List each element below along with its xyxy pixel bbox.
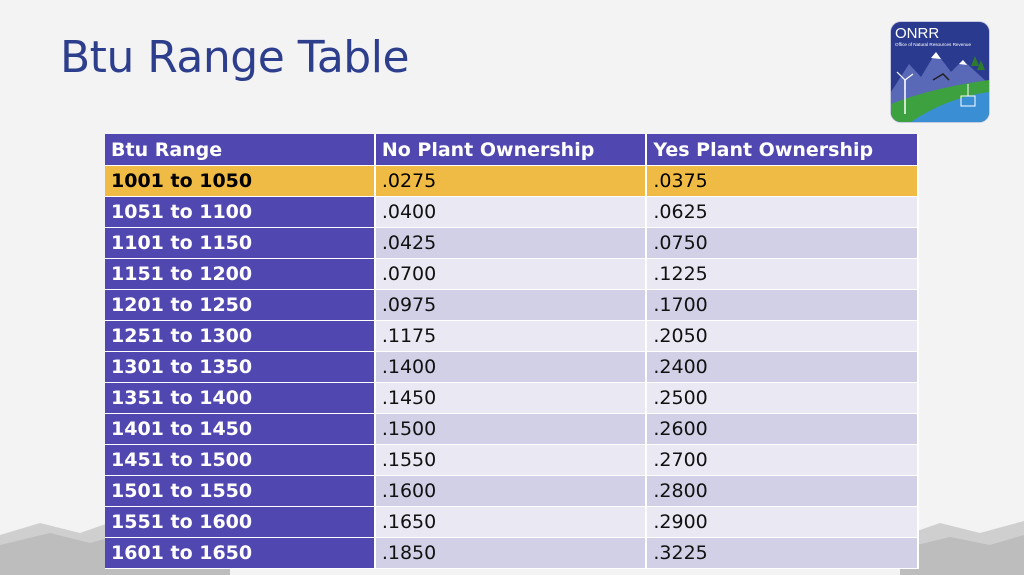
no-plant-value: .0400 <box>374 196 648 228</box>
btu-range-cell: 1101 to 1150 <box>105 227 376 259</box>
yes-plant-value: .3225 <box>646 537 919 569</box>
no-plant-value: .0700 <box>374 258 648 290</box>
no-plant-value: .1850 <box>374 537 648 569</box>
table-row: 1201 to 1250 .0975 .1700 <box>105 289 919 321</box>
header-no-plant-ownership: No Plant Ownership <box>374 134 648 166</box>
table-row: 1251 to 1300 .1175 .2050 <box>105 320 919 352</box>
yes-plant-value: .2400 <box>646 351 919 383</box>
logo-title: ONRR <box>895 25 940 42</box>
table-row: 1551 to 1600 .1650 .2900 <box>105 506 919 538</box>
yes-plant-value: .0375 <box>646 165 919 197</box>
table-row: 1351 to 1400 .1450 .2500 <box>105 382 919 414</box>
table-row: 1401 to 1450 .1500 .2600 <box>105 413 919 445</box>
header-yes-plant-ownership: Yes Plant Ownership <box>646 134 919 166</box>
btu-range-cell: 1201 to 1250 <box>105 289 376 321</box>
table-row: 1101 to 1150 .0425 .0750 <box>105 227 919 259</box>
table-row: 1451 to 1500 .1550 .2700 <box>105 444 919 476</box>
table-row: 1601 to 1650 .1850 .3225 <box>105 537 919 569</box>
no-plant-value: .1550 <box>374 444 648 476</box>
btu-range-cell: 1551 to 1600 <box>105 506 376 538</box>
yes-plant-value: .2800 <box>646 475 919 507</box>
table-row: 1151 to 1200 .0700 .1225 <box>105 258 919 290</box>
no-plant-value: .1650 <box>374 506 648 538</box>
yes-plant-value: .0625 <box>646 196 919 228</box>
btu-range-cell: 1501 to 1550 <box>105 475 376 507</box>
btu-range-cell: 1401 to 1450 <box>105 413 376 445</box>
table-row: 1301 to 1350 .1400 .2400 <box>105 351 919 383</box>
btu-range-cell: 1451 to 1500 <box>105 444 376 476</box>
btu-range-cell: 1351 to 1400 <box>105 382 376 414</box>
no-plant-value: .1175 <box>374 320 648 352</box>
yes-plant-value: .0750 <box>646 227 919 259</box>
page-title: Btu Range Table <box>60 32 410 83</box>
yes-plant-value: .2700 <box>646 444 919 476</box>
btu-range-cell: 1601 to 1650 <box>105 537 376 569</box>
no-plant-value: .0975 <box>374 289 648 321</box>
no-plant-value: .0275 <box>374 165 648 197</box>
btu-range-cell: 1151 to 1200 <box>105 258 376 290</box>
no-plant-value: .0425 <box>374 227 648 259</box>
yes-plant-value: .2050 <box>646 320 919 352</box>
no-plant-value: .1450 <box>374 382 648 414</box>
onrr-logo: ONRR Office of Natural Resources Revenue <box>891 22 989 122</box>
table-row: 1051 to 1100 .0400 .0625 <box>105 196 919 228</box>
yes-plant-value: .2900 <box>646 506 919 538</box>
logo-subtitle: Office of Natural Resources Revenue <box>895 42 972 47</box>
no-plant-value: .1500 <box>374 413 648 445</box>
yes-plant-value: .1700 <box>646 289 919 321</box>
yes-plant-value: .2600 <box>646 413 919 445</box>
no-plant-value: .1400 <box>374 351 648 383</box>
table-row: 1001 to 1050 .0275 .0375 <box>105 165 919 197</box>
table-row: 1501 to 1550 .1600 .2800 <box>105 475 919 507</box>
header-btu-range: Btu Range <box>105 134 376 166</box>
no-plant-value: .1600 <box>374 475 648 507</box>
btu-range-cell: 1251 to 1300 <box>105 320 376 352</box>
logo-landscape-icon <box>891 22 989 122</box>
btu-range-table: Btu Range No Plant Ownership Yes Plant O… <box>105 134 919 569</box>
btu-range-cell: 1301 to 1350 <box>105 351 376 383</box>
yes-plant-value: .1225 <box>646 258 919 290</box>
yes-plant-value: .2500 <box>646 382 919 414</box>
btu-range-cell: 1051 to 1100 <box>105 196 376 228</box>
btu-range-cell: 1001 to 1050 <box>105 165 376 197</box>
table-header-row: Btu Range No Plant Ownership Yes Plant O… <box>105 134 919 166</box>
